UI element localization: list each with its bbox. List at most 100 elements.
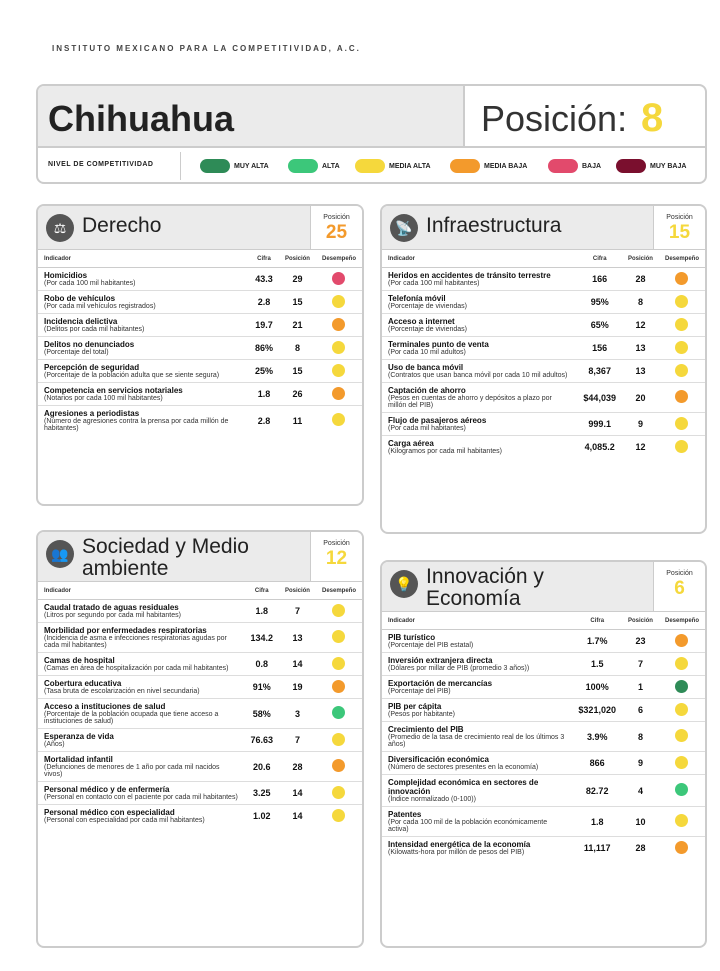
indicator-name: Carga aérea [388, 439, 434, 448]
panel-derecho: ⚖ Derecho Posición 25 Indicador Cifra Posición… [36, 204, 364, 506]
table-row: Camas de hospital (Camas en área de hospi… [38, 652, 362, 676]
performance-dot [332, 386, 346, 400]
performance-cell [658, 267, 705, 291]
panel-position-value: 12 [325, 548, 348, 569]
performance-cell [316, 406, 362, 436]
performance-dot [332, 271, 346, 285]
position-value: 26 [278, 382, 316, 406]
performance-dot [332, 808, 346, 822]
performance-cell [315, 359, 362, 383]
sociedad-icon: 👥 [46, 540, 74, 568]
legend-label: MEDIA BAJA [484, 162, 528, 170]
panel-title: Infraestructura [426, 214, 562, 237]
indicator-desc: (Por cada mil habitantes) [388, 425, 466, 432]
panel-position-value: 6 [674, 578, 685, 599]
cifra-value: 19.7 [248, 313, 279, 337]
table-row: Intensidad energética de la economía (Kil… [382, 837, 705, 860]
indicator-cell: PIB per cápita (Pesos por habitante) [382, 698, 573, 722]
position-value: 20 [621, 382, 659, 413]
performance-dot [332, 656, 346, 670]
indicator-desc: (Pesos por habitante) [388, 711, 455, 718]
legend-label: MUY BAJA [650, 162, 687, 170]
indicator-desc: (Por cada mil vehículos registrados) [44, 303, 156, 310]
cifra-value: 2.8 [248, 290, 279, 314]
position-value: 8 [641, 96, 664, 140]
indicator-name: Acceso a internet [388, 317, 455, 326]
indicator-desc: (Litros por segundo por cada mil habitan… [44, 612, 181, 619]
cifra-value: 76.63 [244, 728, 279, 752]
cifra-value: 999.1 [577, 412, 622, 436]
table-row: Robo de vehículos (Por cada mil vehículos… [38, 290, 362, 314]
cifra-value: 20.6 [244, 751, 279, 782]
panel-header: 📡 Infraestructura Posición 15 [382, 206, 705, 250]
indicator-table: Indicador Cifra Posición Desempeño PIB turís… [382, 612, 705, 859]
table-row: PIB turístico (Porcentaje del PIB estatal… [382, 629, 705, 653]
indicator-name: Terminales punto de venta [388, 340, 489, 349]
performance-dot [675, 633, 689, 647]
indicator-cell: Esperanza de vida (Años) [38, 728, 245, 752]
legend-swatch [355, 159, 385, 173]
indicator-name: Patentes [388, 810, 422, 819]
col-posicion: Posición [621, 250, 659, 268]
col-indicador: Indicador [38, 582, 245, 600]
performance-cell [315, 336, 362, 360]
indicator-desc: (Delitos por cada mil habitantes) [44, 326, 145, 333]
panel-title: Sociedad y Medio ambiente [82, 535, 249, 581]
innovacion-icon: 💡 [390, 570, 418, 598]
performance-cell [658, 382, 705, 413]
indicator-cell: Carga aérea (Kilogramos por cada mil habi… [382, 436, 577, 459]
indicator-name: Crecimiento del PIB [388, 725, 464, 734]
indicator-cell: Uso de banca móvil (Contratos que usan ba… [382, 359, 578, 383]
performance-dot [675, 755, 689, 769]
table-row: Heridos en accidentes de tránsito terres… [382, 267, 705, 291]
indicator-name: Caudal tratado de aguas residuales [44, 603, 179, 612]
position-value: 9 [621, 412, 659, 436]
indicator-name: PIB per cápita [388, 702, 442, 711]
performance-cell [315, 751, 362, 782]
table-row: Esperanza de vida (Años) 76.63 7 [38, 728, 362, 752]
legend-swatch [548, 159, 578, 173]
legend-item-media-alta: MEDIA ALTA [355, 158, 431, 174]
indicator-name: Uso de banca móvil [388, 363, 464, 372]
position-value: 15 [278, 359, 316, 383]
legend-divider [180, 152, 181, 180]
indicator-desc: (Años) [44, 741, 65, 748]
indicator-cell: Percepción de seguridad (Porcentaje de la… [38, 359, 249, 383]
indicator-name: Esperanza de vida [44, 732, 114, 741]
indicator-name: Cobertura educativa [44, 679, 122, 688]
panel-innovacion: 💡 Innovación y Economía Posición 6 Indicador… [380, 560, 707, 948]
position-value: 14 [278, 781, 316, 805]
cifra-value: 1.5 [572, 652, 622, 676]
performance-dot [675, 340, 689, 354]
indicator-desc: (Porcentaje de viviendas) [388, 303, 467, 310]
performance-cell [658, 336, 705, 360]
performance-dot [675, 363, 689, 377]
panel-sociedad: 👥 Sociedad y Medio ambiente Posición 12 Indi… [36, 530, 364, 948]
performance-cell [315, 698, 362, 729]
performance-dot [675, 294, 689, 308]
table-row: Acceso a instituciones de salud (Porcenta… [38, 698, 362, 729]
table-row: Mortalidad infantil (Defunciones de menor… [38, 751, 362, 782]
position-value: 8 [278, 336, 316, 360]
indicator-name: Exportación de mercancías [388, 679, 493, 688]
position-value: 6 [621, 698, 659, 722]
performance-cell [658, 412, 705, 436]
table-row: Homicidios (Por cada 100 mil habitantes) 4… [38, 267, 362, 291]
performance-cell [315, 781, 362, 805]
indicator-name: Robo de vehículos [44, 294, 116, 303]
indicator-cell: Personal médico y de enfermería (Personal… [38, 781, 245, 805]
cifra-value: 1.7% [572, 629, 622, 653]
position-value: 12 [621, 313, 659, 337]
col-indicador: Indicador [38, 250, 249, 268]
panel-header: ⚖ Derecho Posición 25 [38, 206, 362, 250]
indicator-cell: Diversificación económica (Número de sect… [382, 751, 573, 775]
indicator-cell: Terminales punto de venta (Por cada 10 mi… [382, 336, 578, 360]
indicator-name: Percepción de seguridad [44, 363, 140, 372]
indicator-table: Indicador Cifra Posición Desempeño Caudal tr… [38, 582, 362, 827]
indicator-cell: Telefonía móvil (Porcentaje de viviendas) [382, 290, 578, 314]
indicator-name: Delitos no denunciados [44, 340, 135, 349]
position-value: 21 [278, 313, 316, 337]
cifra-value: $321,020 [572, 698, 622, 722]
indicator-name: Inversión extranjera directa [388, 656, 493, 665]
indicator-name: Camas de hospital [44, 656, 115, 665]
